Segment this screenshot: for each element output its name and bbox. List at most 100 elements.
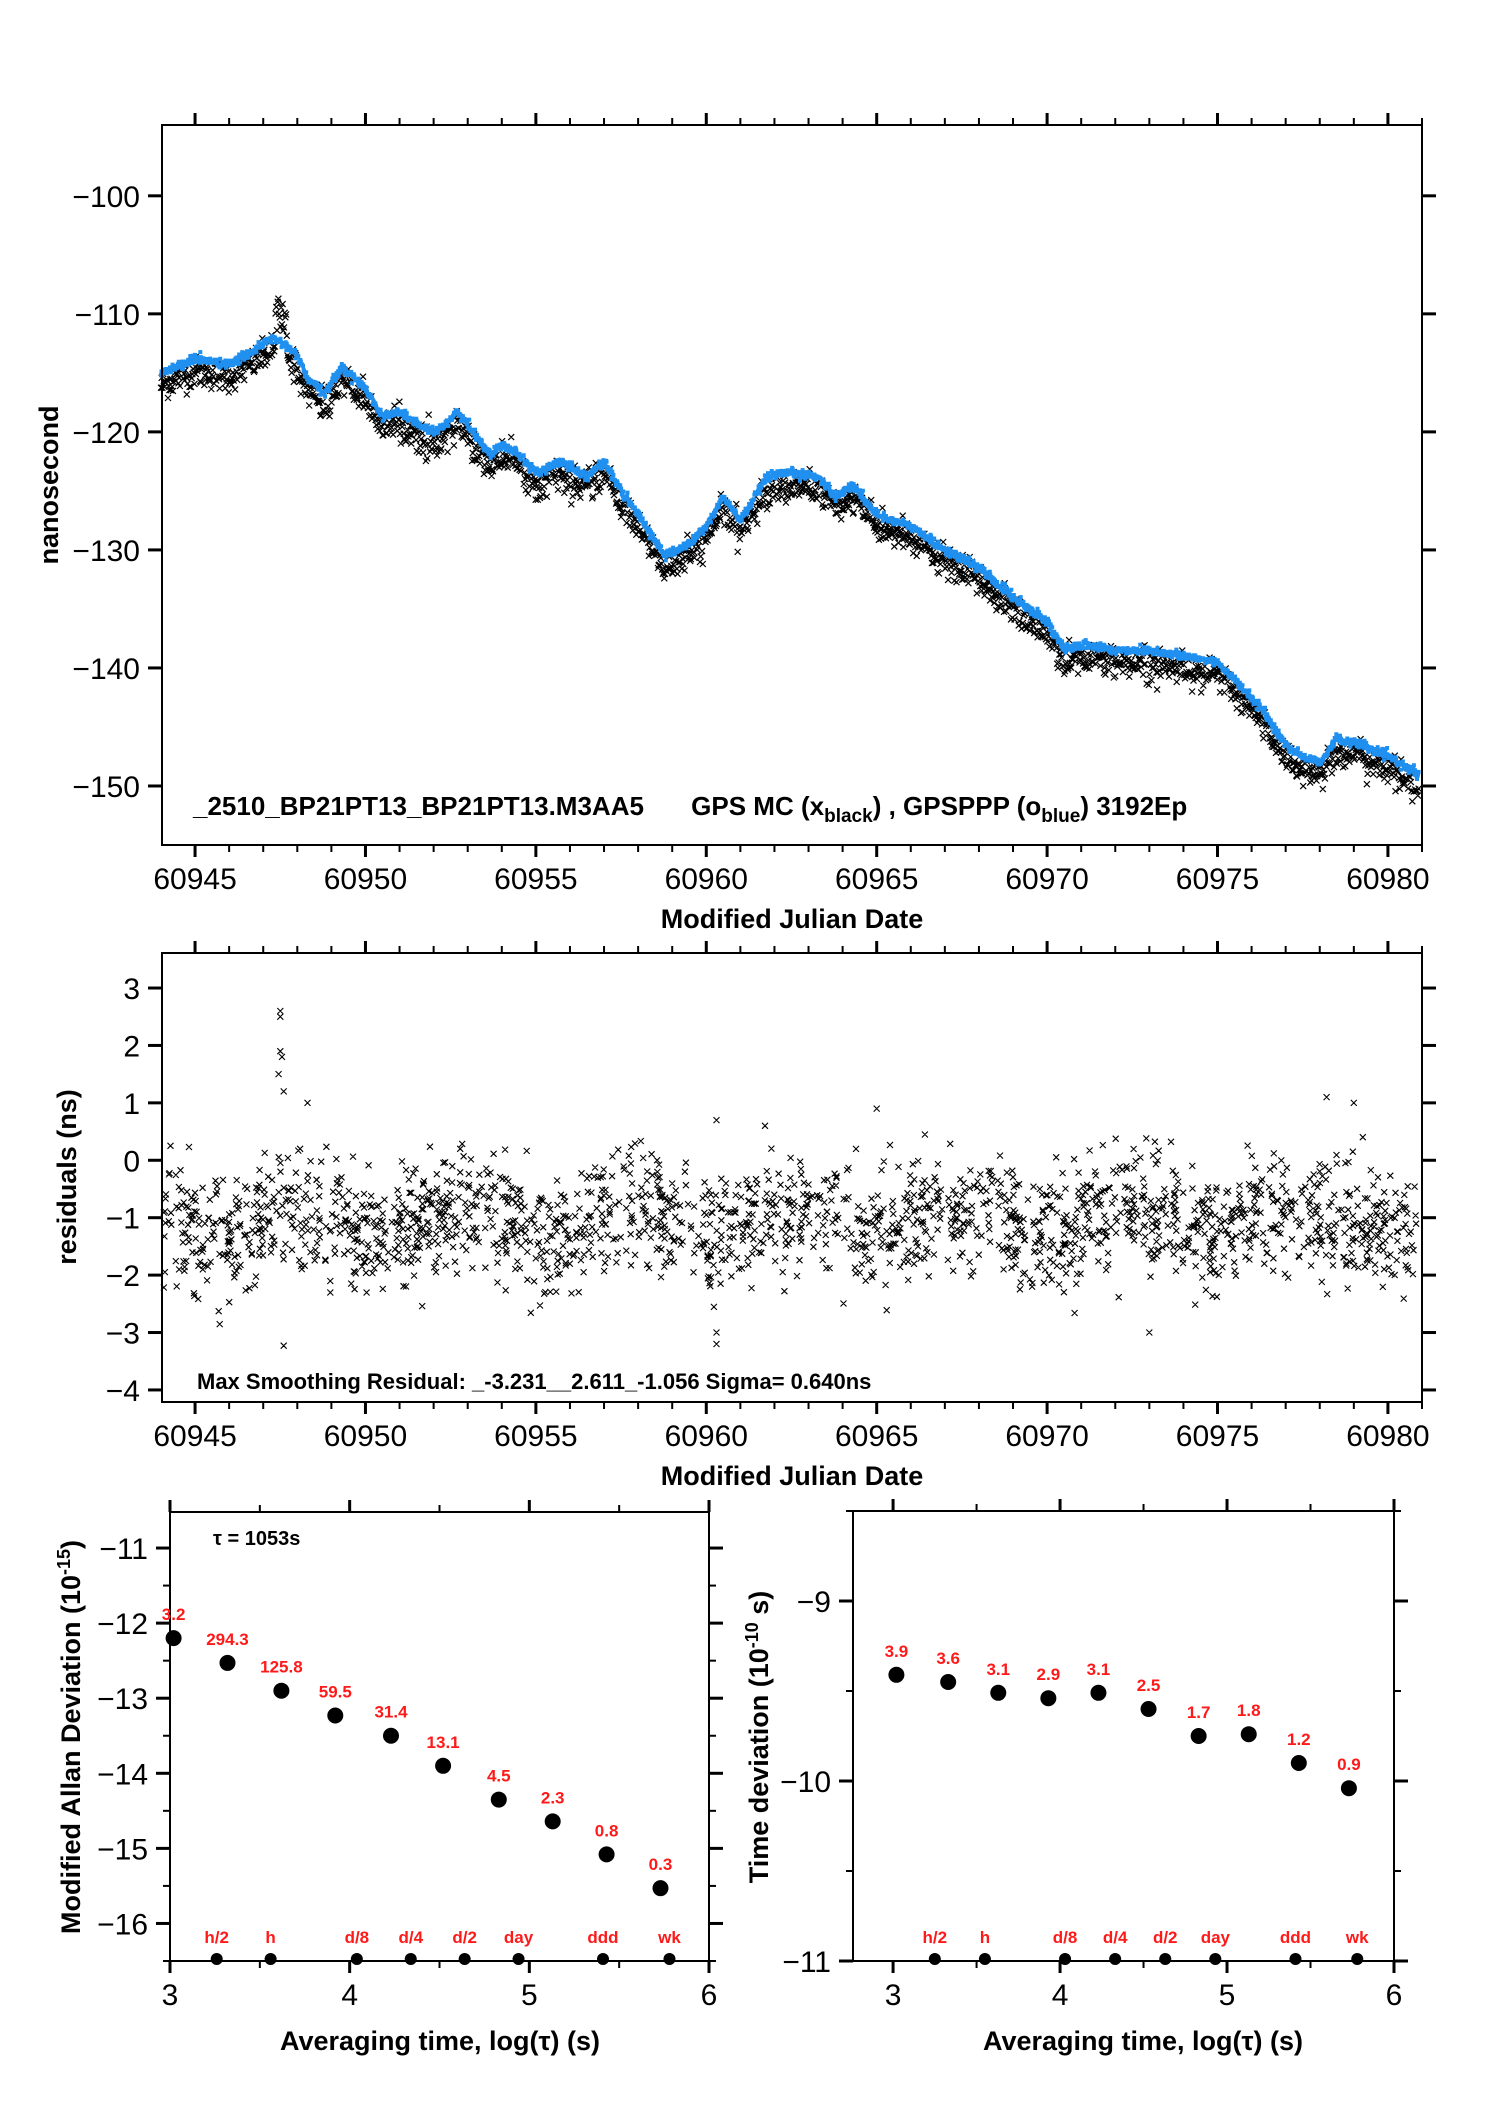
x-tick-label: 60955: [494, 1420, 577, 1453]
y-tick-label: −11: [99, 1533, 148, 1566]
y-tick-label: −10: [780, 1766, 831, 1799]
y-tick-label: 3: [123, 973, 140, 1006]
mdev-axes: 3 4 5 6 −11 −12 −13 −14 −15 −16: [97, 1500, 723, 2012]
x-tick-label: 60975: [1176, 1420, 1259, 1453]
residuals-ylabel: residuals (ns): [52, 1089, 82, 1265]
y-tick-label: −1: [106, 1203, 140, 1236]
mdev-point-label: 294.3: [206, 1630, 249, 1649]
x-tick-label: 60980: [1346, 863, 1429, 896]
x-tick-label: 5: [1219, 1979, 1236, 2012]
mdev-point: [165, 1630, 182, 1647]
y-tick-label: −130: [72, 535, 140, 568]
time-series-annotation: _2510_BP21PT13_BP21PT13.M3AA5 GPS MC (xb…: [192, 791, 1187, 827]
tdev-point-label: 3.1: [1087, 1660, 1111, 1679]
x-tick-label: 60960: [665, 1420, 748, 1453]
tdev-period-label: d/8: [1053, 1928, 1078, 1947]
tdev-point: [1140, 1701, 1157, 1717]
mdev-point-label: 3.2: [162, 1605, 186, 1624]
x-tick-label: 6: [1386, 1979, 1403, 2012]
mdev-period-marker: [512, 1953, 525, 1965]
x-tick-label: 3: [885, 1979, 902, 2012]
x-tick-label: 60980: [1346, 1420, 1429, 1453]
mdev-period-label: d/8: [345, 1928, 370, 1947]
tdev-point-label: 2.9: [1037, 1665, 1061, 1684]
tdev-period-marker: [1209, 1953, 1222, 1965]
x-tick-label: 3: [162, 1979, 179, 2012]
tdev-point-label: 0.9: [1337, 1755, 1361, 1774]
mdev-point: [598, 1846, 615, 1863]
y-tick-label: −100: [72, 181, 140, 214]
tdev-data: 3.9 3.6 3.1 2.9 3.1 2.5 1.7 1.8 1.2 0.9 h/2 h d/8 d/4…: [885, 1642, 1369, 1965]
x-tick-label: 60950: [324, 863, 407, 896]
mdev-period-label: d/4: [398, 1928, 423, 1947]
tdev-point-label: 2.5: [1137, 1676, 1161, 1695]
mdev-period-label: d/2: [452, 1928, 477, 1947]
y-tick-label: −140: [72, 653, 140, 686]
residuals-annotation: Max Smoothing Residual: _-3.231__2.611_-…: [197, 1369, 871, 1394]
tdev-period-label: day: [1201, 1928, 1231, 1947]
residuals-data: [160, 1007, 1420, 1350]
mdev-point: [490, 1791, 507, 1808]
x-tick-label: 6: [701, 1979, 718, 2012]
mdev-point-label: 0.8: [595, 1821, 619, 1840]
mdev-xlabel: Averaging time, log(τ) (s): [280, 2026, 600, 2056]
tdev-period-marker: [1109, 1953, 1122, 1965]
mdev-point: [544, 1813, 561, 1830]
y-tick-label: 1: [123, 1088, 140, 1121]
tdev-ylabel: Time deviation (10-10 s): [742, 1591, 774, 1884]
mdev-period-marker: [210, 1953, 223, 1965]
mdev-point-label: 31.4: [374, 1703, 408, 1722]
tdev-point: [940, 1674, 957, 1690]
mdev-point-label: 2.3: [541, 1788, 565, 1807]
x-tick-label: 60945: [153, 863, 236, 896]
mdev-period-marker: [596, 1953, 609, 1965]
mdev-point: [219, 1654, 236, 1671]
mdev-ylabel: Modified Allan Deviation (10-15): [54, 1540, 86, 1934]
y-tick-label: −14: [97, 1758, 148, 1791]
mdev-period-marker: [264, 1953, 277, 1965]
residuals-xlabel: Modified Julian Date: [661, 1461, 924, 1491]
residuals-panel: 60945 60950 60955 60960 60965 60970 60975 60980…: [52, 941, 1436, 1491]
mdev-point-label: 13.1: [427, 1733, 460, 1752]
tdev-period-label: ddd: [1280, 1928, 1311, 1947]
tdev-point: [1240, 1726, 1257, 1743]
tdev-period-marker: [1159, 1953, 1172, 1965]
x-tick-label: 60965: [835, 863, 918, 896]
x-tick-label: 60960: [665, 863, 748, 896]
tdev-point-label: 1.8: [1237, 1701, 1261, 1720]
tdev-period-label: h: [980, 1928, 990, 1947]
x-tick-label: 60970: [1005, 1420, 1088, 1453]
y-tick-label: −13: [97, 1683, 148, 1716]
tdev-point: [1190, 1728, 1207, 1744]
mdev-period-marker: [458, 1953, 471, 1965]
tdev-period-label: d/4: [1103, 1928, 1128, 1947]
tdev-period-marker: [1289, 1953, 1302, 1965]
tdev-period-marker: [1059, 1953, 1072, 1965]
x-tick-label: 5: [521, 1979, 538, 2012]
tdev-point: [1090, 1684, 1107, 1701]
y-tick-label: −12: [97, 1608, 148, 1641]
tdev-period-marker: [928, 1953, 941, 1965]
x-tick-label: 4: [341, 1979, 358, 2012]
x-tick-label: 60955: [494, 863, 577, 896]
time-series-xlabel: Modified Julian Date: [661, 904, 924, 934]
mdev-period-label: h: [265, 1928, 275, 1947]
mdev-point: [652, 1880, 669, 1897]
x-tick-label: 60965: [835, 1420, 918, 1453]
mdev-panel: 3 4 5 6 −11 −12 −13 −14 −15 −16 3.2 294.3 125.8 59.5…: [54, 1500, 723, 2056]
mdev-point: [273, 1682, 290, 1699]
y-tick-label: −110: [75, 299, 140, 332]
y-tick-label: −4: [106, 1375, 140, 1408]
y-tick-label: 2: [123, 1030, 140, 1063]
y-tick-label: −9: [797, 1586, 831, 1619]
time-series-panel: 60945 60950 60955 60960 60965 60970 60975 60980…: [34, 113, 1436, 934]
mdev-tau-annotation: τ = 1053s: [213, 1528, 300, 1550]
tdev-point-label: 3.1: [986, 1660, 1010, 1679]
mdev-period-label: day: [504, 1928, 534, 1947]
tdev-point: [1040, 1690, 1057, 1707]
time-series-frame: [161, 124, 1423, 846]
y-tick-label: 0: [123, 1145, 140, 1178]
mdev-point-label: 0.3: [649, 1855, 673, 1874]
tdev-period-marker: [1351, 1953, 1364, 1965]
x-tick-label: 4: [1052, 1979, 1069, 2012]
